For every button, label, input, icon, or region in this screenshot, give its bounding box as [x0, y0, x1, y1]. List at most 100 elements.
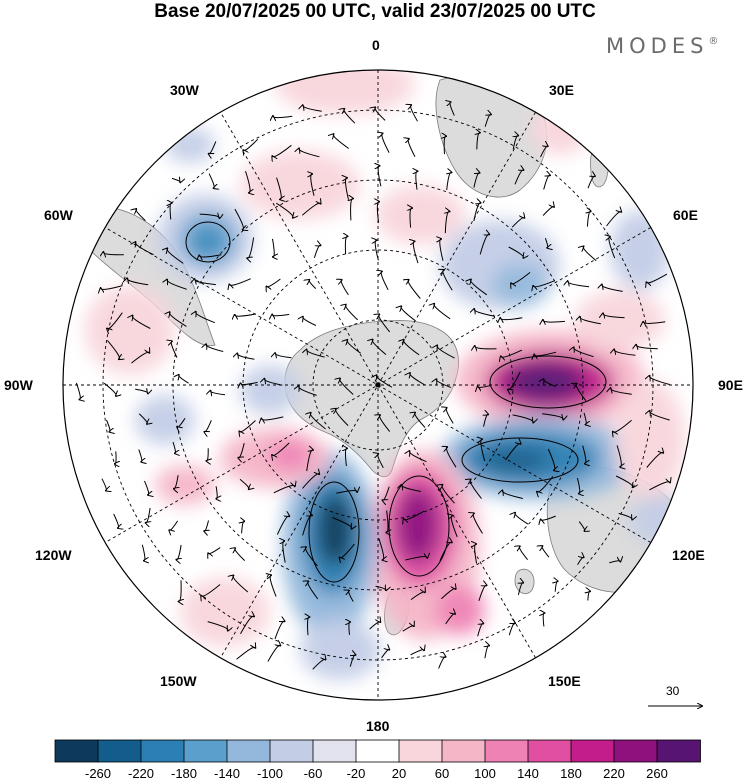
wind-vector-arrow — [614, 350, 636, 356]
anomaly-pos-120w-core — [268, 439, 312, 471]
wind-vector-arrow — [515, 513, 529, 525]
wind-vector-arrow — [344, 109, 356, 124]
colorbar-tick-label: 180 — [560, 766, 582, 781]
wind-vector-arrow — [450, 102, 455, 116]
wind-vector-arrow — [236, 647, 256, 660]
wind-vector-arrow — [101, 285, 123, 290]
wind-vector-arrow — [537, 476, 554, 492]
wind-vector-arrow — [301, 203, 320, 216]
colorbar-swatch-5 — [269, 739, 314, 763]
wind-vector-arrow — [543, 613, 544, 627]
contour-neg-60w — [185, 221, 231, 263]
wind-vector-arrow — [138, 413, 147, 424]
wind-vector-arrow — [208, 173, 214, 188]
lon-label-120e: 120E — [672, 547, 705, 563]
wind-vector-arrow — [305, 547, 318, 567]
wind-vector-arrow — [477, 133, 480, 150]
wind-vector-arrow — [583, 412, 586, 425]
wind-vector-arrow — [210, 391, 226, 395]
wind-vector-arrow — [409, 451, 427, 463]
wind-vector-arrow — [103, 382, 116, 396]
lon-label-90w: 90W — [4, 377, 33, 393]
lon-label-0: 0 — [372, 37, 380, 53]
wind-vector-arrow — [308, 617, 310, 636]
wind-vector-arrow — [643, 322, 666, 324]
wind-vector-arrow — [138, 449, 142, 462]
colorbar-swatch-6 — [312, 739, 357, 763]
wind-vector-arrow — [299, 386, 317, 396]
anomaly-pos-150e-core — [396, 487, 440, 563]
wind-vector-arrow — [169, 312, 187, 327]
wind-vector-arrow — [508, 371, 521, 390]
wind-vector-arrow — [234, 208, 244, 230]
colorbar-tick-label: -220 — [127, 766, 155, 781]
wind-vector-arrow — [478, 585, 487, 601]
wind-vector-arrow — [349, 591, 354, 602]
wind-vector-arrow — [336, 491, 357, 494]
wind-vector-arrow — [405, 557, 427, 561]
wind-vector-arrow — [511, 218, 524, 228]
anomaly-neg-150w-core — [317, 494, 353, 566]
wind-vector-arrow — [240, 616, 254, 634]
anomaly-pos-top — [275, 70, 415, 115]
wind-vector-arrow — [275, 353, 292, 358]
wind-vector-arrow — [636, 345, 658, 349]
wind-vector-arrow — [216, 486, 217, 498]
wind-vector-arrow — [283, 541, 286, 563]
wind-vector-arrow — [241, 381, 258, 384]
colorbar-tick-label: -60 — [303, 766, 323, 781]
colorbar-swatch-3 — [183, 739, 228, 763]
wind-vector-arrow — [350, 655, 355, 667]
wind-vector-arrow — [303, 105, 322, 112]
wind-vector-arrow — [311, 174, 315, 196]
wind-vector-arrow — [649, 376, 670, 385]
wind-vector-arrow — [473, 203, 481, 222]
wind-vector-arrow — [383, 486, 390, 501]
wind-vector-arrow — [481, 439, 486, 462]
wind-vector-arrow — [440, 239, 444, 261]
wind-vector-arrow — [347, 340, 361, 354]
lon-label-30w: 30W — [170, 82, 199, 98]
wind-vector-arrow — [402, 485, 421, 492]
lon-label-120w: 120W — [35, 547, 72, 563]
wind-vector-arrow — [434, 304, 451, 320]
wind-vector-arrow — [618, 512, 633, 519]
wind-vector-arrow — [402, 626, 414, 632]
lon-label-150e: 150E — [548, 673, 581, 689]
wind-vector-arrow — [169, 520, 179, 530]
wind-vector-arrow — [576, 477, 579, 494]
wind-vector-arrow — [174, 475, 178, 489]
colorbar-tick-label: -140 — [213, 766, 241, 781]
colorbar-tick-label: 220 — [603, 766, 625, 781]
wind-vector-arrow — [272, 144, 292, 156]
wind-vector-arrow — [107, 340, 119, 359]
modes-logo: MODES® — [606, 34, 718, 58]
wind-vector-arrow — [484, 414, 489, 427]
wind-vector-arrow — [171, 178, 180, 182]
anomaly-pos-30e — [530, 105, 590, 155]
wind-vector-arrow — [615, 475, 633, 487]
wind-vector-arrow — [306, 450, 313, 472]
wind-vector-arrow — [378, 454, 384, 468]
wind-vector-arrow — [540, 146, 548, 158]
wind-vector-arrow — [451, 516, 458, 538]
wind-vector-arrow — [519, 546, 528, 561]
wind-vector-arrow — [270, 575, 277, 597]
wind-vector-arrow — [346, 305, 359, 321]
wind-vector-arrow — [313, 245, 320, 259]
wind-vector-arrow — [229, 278, 251, 286]
wind-vector-arrow — [276, 516, 289, 535]
wind-vector-arrow — [237, 354, 255, 360]
anomaly-pos-160e — [435, 585, 485, 635]
wind-vector-arrow — [587, 211, 590, 227]
wind-vector-arrow — [446, 408, 454, 424]
wind-vector-arrow — [208, 547, 221, 554]
wind-vector-arrow — [375, 107, 386, 121]
wind-vector-arrow — [544, 379, 556, 387]
land-antarctica — [284, 320, 459, 478]
wind-vector-arrow — [267, 278, 281, 287]
wind-vector-arrow — [649, 482, 670, 491]
wind-vector-arrow — [475, 346, 497, 349]
wind-vector-arrow — [505, 444, 521, 461]
